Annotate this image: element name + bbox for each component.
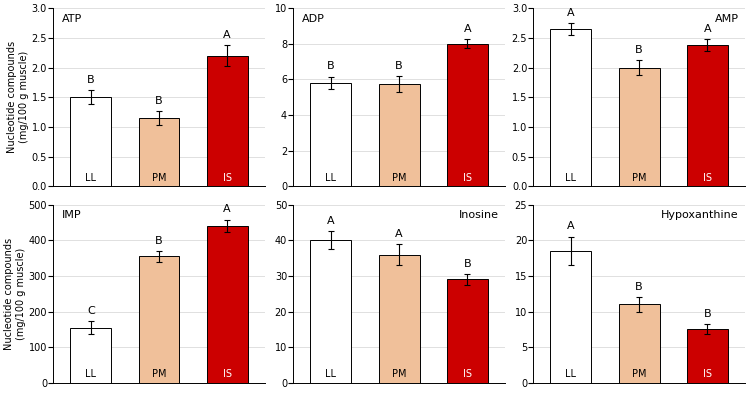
Text: A: A <box>223 204 231 214</box>
Bar <box>70 328 112 383</box>
Text: LL: LL <box>565 173 577 183</box>
Text: B: B <box>464 259 471 269</box>
Bar <box>447 279 488 383</box>
Bar <box>378 84 419 186</box>
Text: A: A <box>327 216 335 226</box>
Text: LL: LL <box>565 369 577 379</box>
Y-axis label: Nucleotide compounds
(mg/100 g muscle): Nucleotide compounds (mg/100 g muscle) <box>7 41 28 153</box>
Text: A: A <box>395 228 403 239</box>
Text: Inosine: Inosine <box>458 210 498 220</box>
Text: LL: LL <box>85 369 97 379</box>
Text: PM: PM <box>152 369 166 379</box>
Bar <box>619 305 660 383</box>
Bar <box>70 97 112 186</box>
Text: A: A <box>567 221 574 231</box>
Text: PM: PM <box>632 173 646 183</box>
Text: A: A <box>703 24 711 34</box>
Bar <box>310 240 351 383</box>
Y-axis label: Nucleotide compounds
(mg/100 g muscle): Nucleotide compounds (mg/100 g muscle) <box>4 238 25 350</box>
Text: LL: LL <box>325 173 336 183</box>
Bar <box>687 329 728 383</box>
Text: PM: PM <box>392 173 406 183</box>
Text: IS: IS <box>463 173 472 183</box>
Text: PM: PM <box>392 369 406 379</box>
Text: IS: IS <box>703 173 712 183</box>
Text: AMP: AMP <box>715 13 739 24</box>
Bar <box>619 68 660 186</box>
Text: IS: IS <box>703 369 712 379</box>
Bar <box>551 251 592 383</box>
Text: IS: IS <box>222 173 231 183</box>
Bar <box>139 118 180 186</box>
Text: B: B <box>155 236 163 246</box>
Text: C: C <box>87 306 94 316</box>
Bar <box>207 56 248 186</box>
Text: B: B <box>635 45 643 55</box>
Text: IMP: IMP <box>61 210 82 220</box>
Text: A: A <box>223 29 231 40</box>
Text: LL: LL <box>325 369 336 379</box>
Text: B: B <box>155 95 163 106</box>
Text: Hypoxanthine: Hypoxanthine <box>661 210 739 220</box>
Text: B: B <box>703 309 711 319</box>
Bar <box>447 44 488 186</box>
Bar <box>310 83 351 186</box>
Text: PM: PM <box>632 369 646 379</box>
Text: ATP: ATP <box>61 13 82 24</box>
Text: PM: PM <box>152 173 166 183</box>
Bar <box>139 256 180 383</box>
Text: B: B <box>635 282 643 292</box>
Text: IS: IS <box>222 369 231 379</box>
Bar <box>207 226 248 383</box>
Text: A: A <box>567 8 574 18</box>
Text: B: B <box>395 61 403 70</box>
Text: A: A <box>464 24 471 34</box>
Text: B: B <box>327 61 335 72</box>
Text: LL: LL <box>85 173 97 183</box>
Text: B: B <box>87 75 94 85</box>
Text: IS: IS <box>463 369 472 379</box>
Bar <box>551 29 592 186</box>
Bar <box>378 255 419 383</box>
Bar <box>687 45 728 186</box>
Text: ADP: ADP <box>302 13 325 24</box>
